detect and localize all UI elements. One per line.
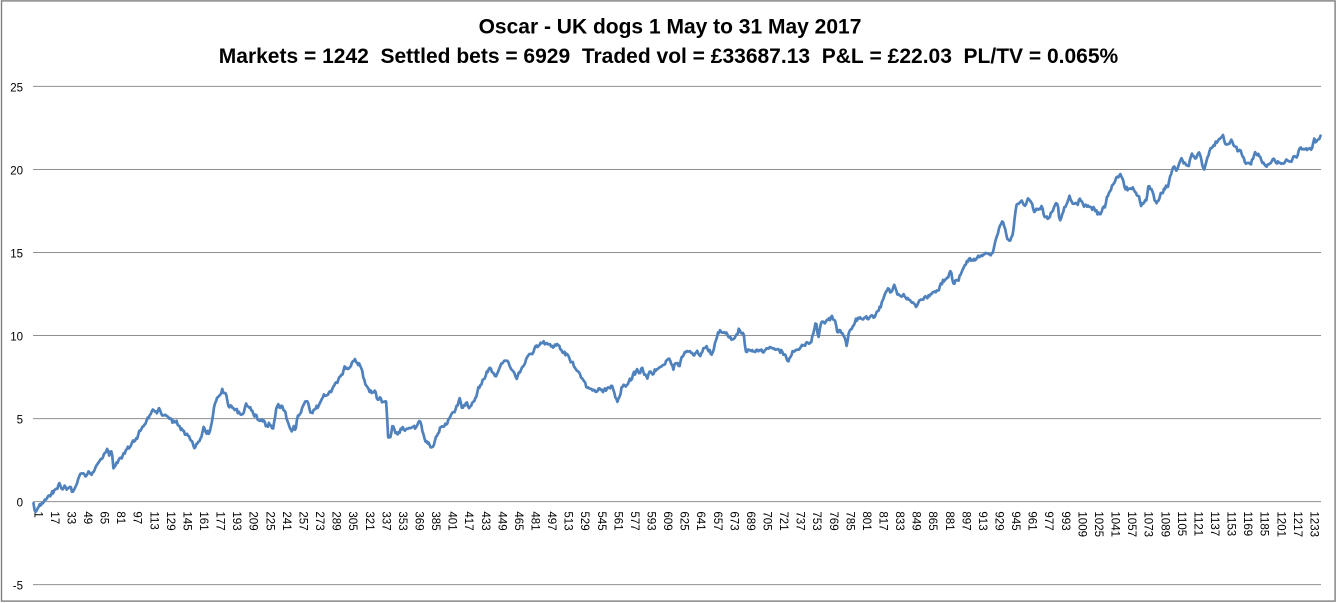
svg-text:193: 193: [230, 511, 242, 530]
svg-text:-5: -5: [13, 581, 23, 593]
svg-text:1073: 1073: [1142, 511, 1154, 537]
svg-text:785: 785: [843, 511, 855, 530]
svg-text:257: 257: [297, 511, 309, 530]
svg-text:10: 10: [10, 332, 23, 344]
svg-text:865: 865: [926, 511, 938, 530]
svg-text:545: 545: [595, 511, 607, 530]
svg-text:337: 337: [379, 511, 391, 530]
svg-text:1121: 1121: [1191, 511, 1203, 536]
svg-text:25: 25: [10, 82, 23, 94]
svg-text:465: 465: [512, 511, 524, 530]
svg-text:161: 161: [197, 511, 209, 530]
svg-text:209: 209: [247, 511, 259, 530]
svg-text:993: 993: [1059, 511, 1071, 530]
svg-text:657: 657: [711, 511, 723, 530]
svg-text:977: 977: [1042, 511, 1054, 530]
svg-text:609: 609: [661, 511, 673, 530]
svg-text:385: 385: [429, 511, 441, 530]
svg-text:913: 913: [976, 511, 988, 530]
svg-text:241: 241: [280, 511, 292, 530]
svg-text:289: 289: [330, 511, 342, 530]
svg-text:1009: 1009: [1075, 511, 1087, 537]
svg-text:1: 1: [31, 511, 43, 517]
svg-text:625: 625: [678, 511, 690, 530]
svg-text:113: 113: [147, 511, 159, 529]
svg-text:577: 577: [628, 511, 640, 530]
svg-text:961: 961: [1026, 511, 1038, 530]
svg-text:929: 929: [993, 511, 1005, 530]
svg-text:1233: 1233: [1307, 511, 1319, 537]
svg-text:305: 305: [346, 511, 358, 530]
svg-text:353: 353: [396, 511, 408, 530]
svg-text:81: 81: [114, 511, 126, 524]
svg-text:705: 705: [761, 511, 773, 530]
svg-text:513: 513: [562, 511, 574, 530]
svg-text:497: 497: [545, 511, 557, 530]
svg-text:593: 593: [645, 511, 657, 530]
svg-text:1041: 1041: [1109, 511, 1121, 537]
svg-text:1025: 1025: [1092, 511, 1104, 537]
svg-text:17: 17: [48, 511, 60, 524]
svg-text:97: 97: [131, 511, 143, 524]
svg-text:401: 401: [446, 511, 458, 530]
svg-text:1137: 1137: [1208, 511, 1220, 536]
svg-text:369: 369: [413, 511, 425, 530]
svg-text:33: 33: [64, 511, 76, 524]
svg-text:801: 801: [860, 511, 872, 530]
svg-text:273: 273: [313, 511, 325, 530]
svg-text:769: 769: [827, 511, 839, 530]
svg-text:177: 177: [214, 511, 226, 530]
svg-text:721: 721: [777, 511, 789, 530]
svg-text:1105: 1105: [1175, 511, 1187, 536]
svg-text:449: 449: [495, 511, 507, 530]
svg-text:20: 20: [10, 166, 23, 178]
svg-text:1217: 1217: [1291, 511, 1303, 537]
svg-text:433: 433: [479, 511, 491, 530]
svg-text:417: 417: [462, 511, 474, 530]
svg-text:849: 849: [910, 511, 922, 530]
svg-text:673: 673: [727, 511, 739, 530]
svg-text:Oscar - UK dogs 1 May to 31 Ma: Oscar - UK dogs 1 May to 31 May 2017: [479, 16, 862, 39]
svg-text:881: 881: [943, 511, 955, 530]
svg-text:145: 145: [181, 511, 193, 530]
svg-text:5: 5: [17, 415, 23, 427]
svg-text:225: 225: [263, 511, 275, 530]
svg-text:561: 561: [611, 511, 623, 530]
svg-text:1153: 1153: [1225, 511, 1237, 536]
svg-text:737: 737: [794, 511, 806, 530]
svg-text:481: 481: [529, 511, 541, 530]
svg-text:833: 833: [893, 511, 905, 530]
svg-text:753: 753: [810, 511, 822, 530]
svg-text:1057: 1057: [1125, 511, 1137, 537]
svg-text:Markets = 1242 Settled bets =: Markets = 1242 Settled bets = 6929 Trade…: [219, 45, 1119, 68]
svg-text:1089: 1089: [1158, 511, 1170, 537]
svg-text:529: 529: [578, 511, 590, 530]
svg-text:129: 129: [164, 511, 176, 530]
svg-text:1185: 1185: [1258, 511, 1270, 536]
svg-text:641: 641: [694, 511, 706, 530]
svg-text:945: 945: [1009, 511, 1021, 530]
svg-text:689: 689: [744, 511, 756, 530]
svg-text:15: 15: [10, 249, 23, 261]
svg-text:1169: 1169: [1241, 511, 1253, 536]
svg-text:817: 817: [877, 511, 889, 530]
svg-text:1201: 1201: [1274, 511, 1286, 537]
svg-text:65: 65: [98, 511, 110, 524]
svg-text:0: 0: [17, 498, 23, 510]
svg-text:897: 897: [959, 511, 971, 530]
svg-text:49: 49: [81, 511, 93, 524]
svg-text:321: 321: [363, 511, 375, 530]
